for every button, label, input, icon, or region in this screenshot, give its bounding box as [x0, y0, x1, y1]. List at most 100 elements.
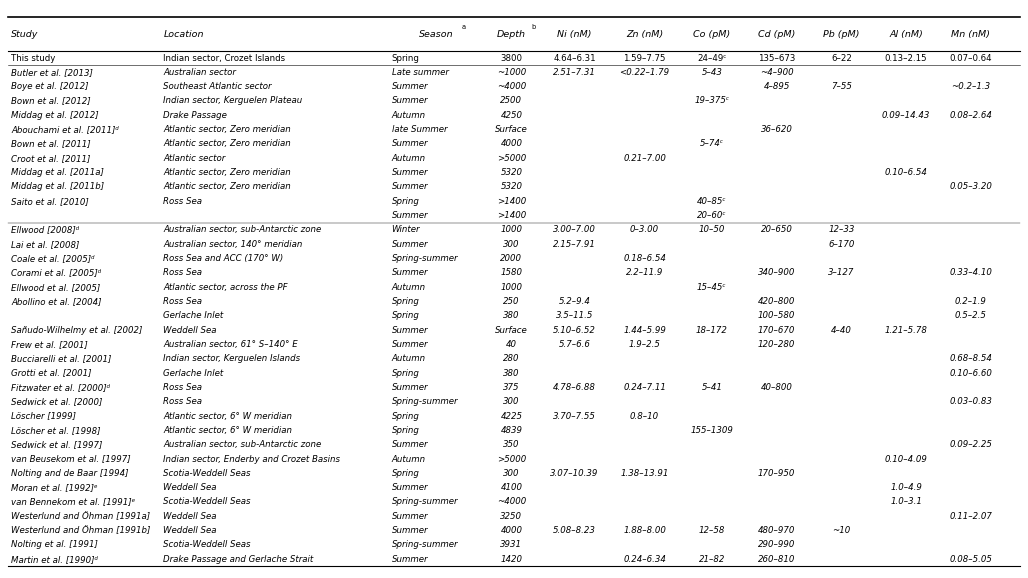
- Text: 20–650: 20–650: [761, 225, 793, 235]
- Text: van Bennekom et al. [1991]ᵉ: van Bennekom et al. [1991]ᵉ: [11, 498, 136, 506]
- Text: 4100: 4100: [501, 483, 522, 492]
- Text: 300: 300: [503, 469, 520, 478]
- Text: 5320: 5320: [501, 168, 522, 177]
- Text: 21–82: 21–82: [699, 555, 725, 564]
- Text: Australian sector, 61° S–140° E: Australian sector, 61° S–140° E: [163, 340, 298, 349]
- Text: 375: 375: [503, 383, 520, 392]
- Text: Summer: Summer: [392, 440, 429, 449]
- Text: >5000: >5000: [497, 154, 526, 163]
- Text: Sedwick et al. [2000]: Sedwick et al. [2000]: [11, 397, 103, 406]
- Text: 350: 350: [503, 440, 520, 449]
- Text: Ross Sea: Ross Sea: [163, 383, 203, 392]
- Text: 6–22: 6–22: [831, 54, 852, 62]
- Text: Croot et al. [2011]: Croot et al. [2011]: [11, 154, 90, 163]
- Text: 5.08–8.23: 5.08–8.23: [553, 526, 596, 535]
- Text: 12–58: 12–58: [699, 526, 725, 535]
- Text: 5.10–6.52: 5.10–6.52: [553, 325, 596, 335]
- Text: Ni (nM): Ni (nM): [557, 29, 592, 39]
- Text: Spring: Spring: [392, 469, 419, 478]
- Text: Spring-summer: Spring-summer: [392, 498, 458, 506]
- Text: 2.15–7.91: 2.15–7.91: [553, 240, 596, 249]
- Text: Löscher [1999]: Löscher [1999]: [11, 412, 76, 421]
- Text: 1.0–3.1: 1.0–3.1: [890, 498, 922, 506]
- Text: 1.88–8.00: 1.88–8.00: [623, 526, 666, 535]
- Text: Summer: Summer: [392, 183, 429, 191]
- Text: 0.10–6.60: 0.10–6.60: [950, 369, 992, 377]
- Text: ~4–900: ~4–900: [760, 68, 794, 77]
- Text: 4.64–6.31: 4.64–6.31: [553, 54, 596, 62]
- Text: Sañudo-Wilhelmy et al. [2002]: Sañudo-Wilhelmy et al. [2002]: [11, 325, 143, 335]
- Text: 0.2–1.9: 0.2–1.9: [955, 297, 987, 306]
- Text: Spring-summer: Spring-summer: [392, 254, 458, 263]
- Text: 1.44–5.99: 1.44–5.99: [623, 325, 666, 335]
- Text: 5.2–9.4: 5.2–9.4: [558, 297, 591, 306]
- Text: 40: 40: [506, 340, 517, 349]
- Text: 6–170: 6–170: [829, 240, 854, 249]
- Text: >1400: >1400: [497, 211, 526, 220]
- Text: Scotia-Weddell Seas: Scotia-Weddell Seas: [163, 540, 251, 550]
- Text: Autumn: Autumn: [392, 354, 426, 364]
- Text: Middag et al. [2011a]: Middag et al. [2011a]: [11, 168, 104, 177]
- Text: Gerlache Inlet: Gerlache Inlet: [163, 312, 224, 320]
- Text: Weddell Sea: Weddell Sea: [163, 526, 217, 535]
- Text: Atlantic sector, Zero meridian: Atlantic sector, Zero meridian: [163, 168, 291, 177]
- Text: Spring-summer: Spring-summer: [392, 397, 458, 406]
- Text: Surface: Surface: [495, 125, 527, 134]
- Text: Zn (nM): Zn (nM): [626, 29, 663, 39]
- Text: Winter: Winter: [392, 225, 420, 235]
- Text: 15–45ᶜ: 15–45ᶜ: [697, 283, 727, 292]
- Text: 0.68–8.54: 0.68–8.54: [950, 354, 992, 364]
- Text: ~4000: ~4000: [497, 82, 526, 91]
- Text: Bown et al. [2012]: Bown et al. [2012]: [11, 97, 90, 106]
- Text: 0.09–14.43: 0.09–14.43: [882, 111, 930, 120]
- Text: 5–43: 5–43: [701, 68, 723, 77]
- Text: 4250: 4250: [501, 111, 522, 120]
- Text: Depth: Depth: [497, 29, 526, 39]
- Text: Atlantic sector, across the PF: Atlantic sector, across the PF: [163, 283, 288, 292]
- Text: Indian sector, Enderby and Crozet Basins: Indian sector, Enderby and Crozet Basins: [163, 454, 340, 464]
- Text: 250: 250: [503, 297, 520, 306]
- Text: Summer: Summer: [392, 555, 429, 564]
- Text: 1.59–7.75: 1.59–7.75: [623, 54, 666, 62]
- Text: a: a: [462, 24, 466, 29]
- Text: Summer: Summer: [392, 483, 429, 492]
- Text: Late summer: Late summer: [392, 68, 448, 77]
- Text: Spring: Spring: [392, 197, 419, 206]
- Text: Spring: Spring: [392, 369, 419, 377]
- Text: Atlantic sector, Zero meridian: Atlantic sector, Zero meridian: [163, 183, 291, 191]
- Text: Atlantic sector, 6° W meridian: Atlantic sector, 6° W meridian: [163, 426, 292, 435]
- Text: 1420: 1420: [501, 555, 522, 564]
- Text: Summer: Summer: [392, 211, 429, 220]
- Text: 300: 300: [503, 240, 520, 249]
- Text: 10–50: 10–50: [699, 225, 725, 235]
- Text: Nolting and de Baar [1994]: Nolting and de Baar [1994]: [11, 469, 128, 478]
- Text: Spring: Spring: [392, 312, 419, 320]
- Text: b: b: [530, 24, 536, 29]
- Text: Saito et al. [2010]: Saito et al. [2010]: [11, 197, 89, 206]
- Text: 155–1309: 155–1309: [691, 426, 733, 435]
- Text: Moran et al. [1992]ᵉ: Moran et al. [1992]ᵉ: [11, 483, 98, 492]
- Text: Australian sector: Australian sector: [163, 68, 236, 77]
- Text: 3250: 3250: [501, 512, 522, 521]
- Text: Mn (nM): Mn (nM): [952, 29, 990, 39]
- Text: ~10: ~10: [833, 526, 850, 535]
- Text: Scotia-Weddell Seas: Scotia-Weddell Seas: [163, 498, 251, 506]
- Text: Ellwood [2008]ᵈ: Ellwood [2008]ᵈ: [11, 225, 79, 235]
- Text: Summer: Summer: [392, 512, 429, 521]
- Text: Summer: Summer: [392, 268, 429, 277]
- Text: Spring: Spring: [392, 426, 419, 435]
- Text: 4839: 4839: [501, 426, 522, 435]
- Text: Corami et al. [2005]ᵈ: Corami et al. [2005]ᵈ: [11, 268, 102, 277]
- Text: Martin et al. [1990]ᵈ: Martin et al. [1990]ᵈ: [11, 555, 99, 564]
- Text: 170–950: 170–950: [758, 469, 796, 478]
- Text: Middag et al. [2012]: Middag et al. [2012]: [11, 111, 99, 120]
- Text: Ross Sea: Ross Sea: [163, 297, 203, 306]
- Text: This study: This study: [11, 54, 56, 62]
- Text: Spring: Spring: [392, 297, 419, 306]
- Text: Summer: Summer: [392, 325, 429, 335]
- Text: 0.24–6.34: 0.24–6.34: [623, 555, 666, 564]
- Text: Boye et al. [2012]: Boye et al. [2012]: [11, 82, 88, 91]
- Text: Scotia-Weddell Seas: Scotia-Weddell Seas: [163, 469, 251, 478]
- Text: Atlantic sector, Zero meridian: Atlantic sector, Zero meridian: [163, 125, 291, 134]
- Text: Gerlache Inlet: Gerlache Inlet: [163, 369, 224, 377]
